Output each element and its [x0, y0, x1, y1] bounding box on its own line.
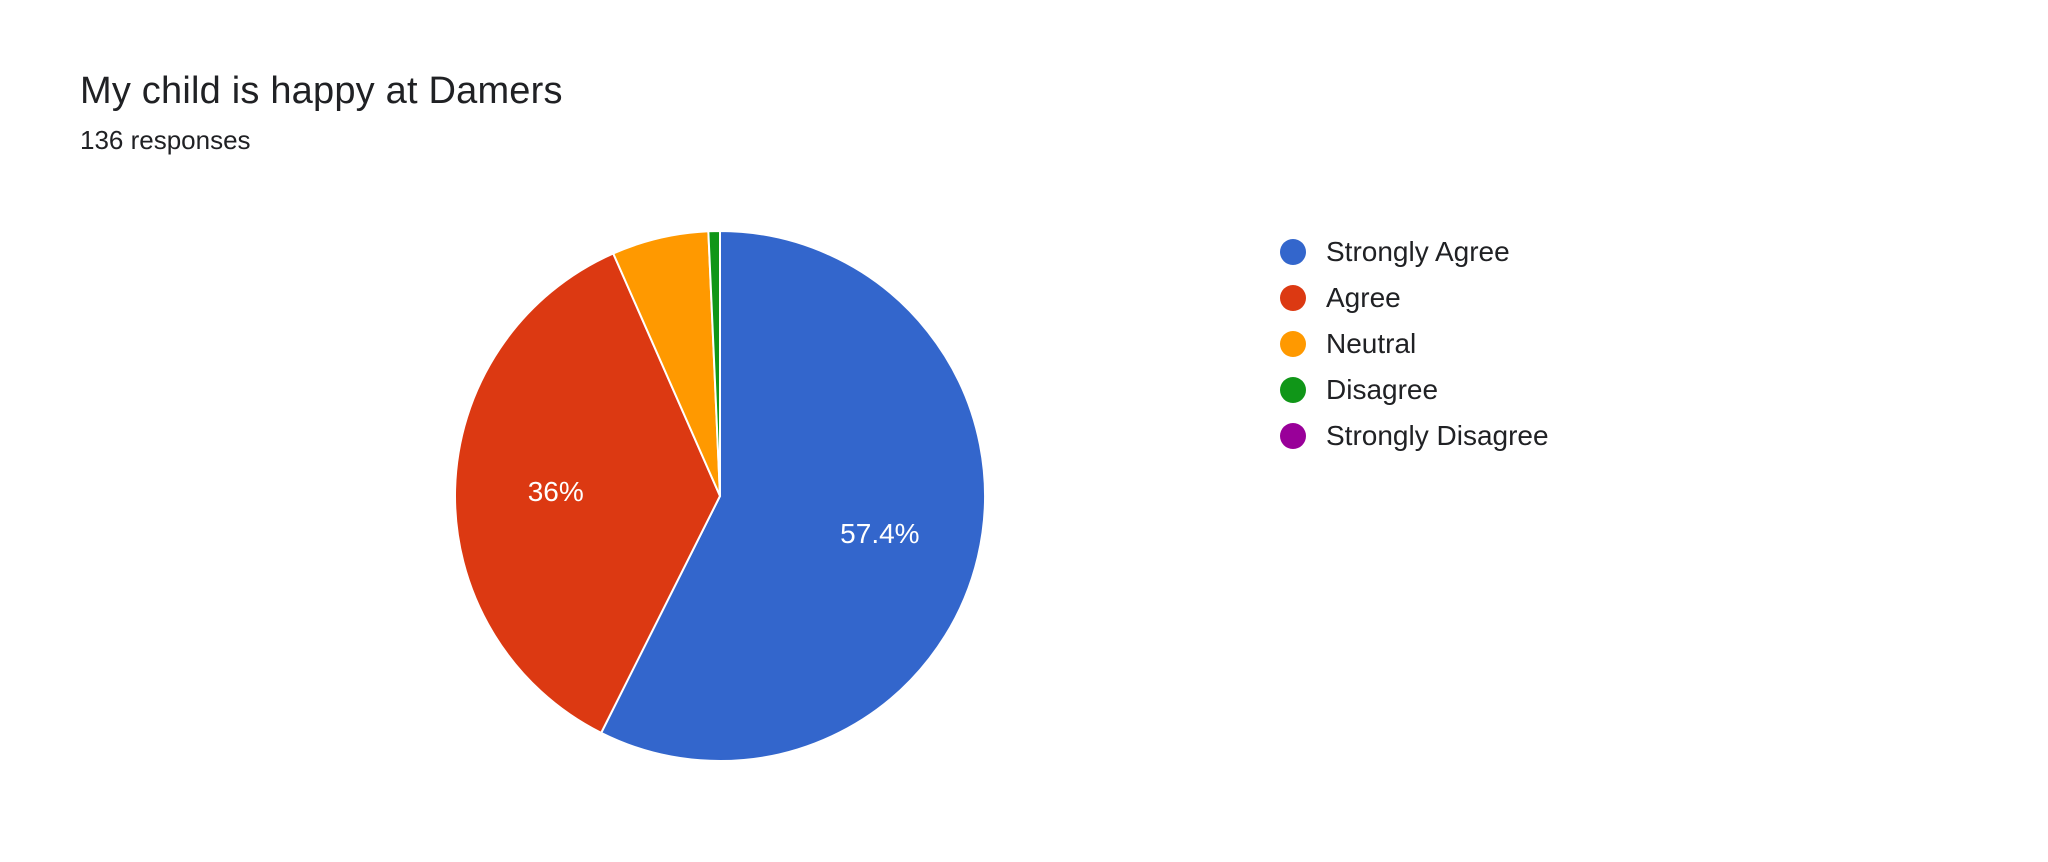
slice-label: 36% [528, 476, 584, 508]
legend-item[interactable]: Agree [1280, 282, 1549, 314]
chart-container: My child is happy at Damers 136 response… [0, 0, 2048, 862]
pie-svg [440, 216, 1000, 776]
response-count: 136 responses [80, 125, 1968, 156]
legend: Strongly Agree Agree Neutral Disagree Strong… [1280, 236, 1549, 466]
legend-item[interactable]: Disagree [1280, 374, 1549, 406]
legend-label: Neutral [1326, 328, 1416, 360]
chart-title: My child is happy at Damers [80, 70, 1968, 113]
legend-item[interactable]: Strongly Agree [1280, 236, 1549, 268]
legend-swatch [1280, 239, 1306, 265]
legend-label: Agree [1326, 282, 1401, 314]
legend-item[interactable]: Strongly Disagree [1280, 420, 1549, 452]
legend-swatch [1280, 285, 1306, 311]
slice-label: 57.4% [840, 518, 919, 550]
legend-swatch [1280, 377, 1306, 403]
legend-label: Strongly Disagree [1326, 420, 1549, 452]
legend-item[interactable]: Neutral [1280, 328, 1549, 360]
legend-label: Disagree [1326, 374, 1438, 406]
chart-row: 57.4% 36% Strongly Agree Agree Neutral Disag… [80, 216, 1968, 776]
legend-swatch [1280, 423, 1306, 449]
legend-swatch [1280, 331, 1306, 357]
pie-chart: 57.4% 36% [440, 216, 1000, 776]
legend-label: Strongly Agree [1326, 236, 1510, 268]
